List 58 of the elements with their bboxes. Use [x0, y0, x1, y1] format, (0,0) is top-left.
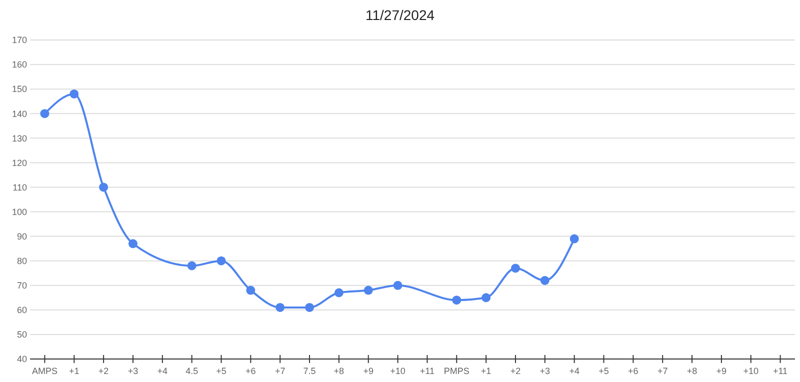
x-tick-label: +5 — [598, 366, 609, 376]
point — [246, 286, 256, 295]
x-tick-label: +4 — [157, 366, 168, 376]
point — [99, 182, 108, 192]
x-tick-label: +9 — [716, 366, 727, 376]
y-tick-label: 170 — [12, 35, 27, 46]
point — [216, 256, 226, 266]
point — [334, 288, 344, 298]
x-tick-label: +11 — [772, 366, 788, 376]
x-tick-label: +7 — [657, 366, 668, 376]
x-tick-label: +11 — [420, 366, 435, 376]
point — [540, 276, 550, 285]
point — [40, 109, 50, 118]
y-tick-label: 140 — [12, 108, 27, 119]
x-tick-label: 4.5 — [186, 366, 198, 376]
chart-title: 11/27/2024 — [365, 7, 435, 23]
point — [364, 286, 373, 295]
y-tick-label: 50 — [16, 330, 27, 340]
y-tick-label: 70 — [16, 280, 27, 291]
y-tick-label: 40 — [16, 354, 27, 364]
x-tick-label: +5 — [216, 366, 226, 376]
x-tick-label: +7 — [274, 366, 286, 376]
point — [510, 264, 520, 273]
x-tick-label: +4 — [569, 366, 580, 376]
y-tick-label: 150 — [12, 84, 27, 94]
x-tick-label: +6 — [246, 366, 256, 376]
x-tick-label: +2 — [510, 366, 521, 376]
y-tick-label: 80 — [16, 256, 27, 266]
point — [128, 239, 138, 248]
y-tick-label: 60 — [16, 305, 27, 316]
x-tick-label: AMPS — [32, 366, 58, 376]
point — [393, 280, 402, 290]
x-tick-label: +3 — [540, 366, 550, 376]
x-tick-label: +1 — [69, 366, 80, 376]
y-tick-label: 90 — [16, 231, 27, 242]
x-tick-label: 7.5 — [303, 366, 316, 376]
point — [187, 261, 196, 270]
point — [305, 302, 314, 312]
y-tick-label: 160 — [12, 60, 27, 70]
point — [482, 293, 491, 302]
point — [570, 234, 579, 244]
point — [452, 296, 462, 305]
y-tick-label: 130 — [12, 133, 27, 144]
x-tick-label: +3 — [128, 366, 138, 376]
x-tick-label: +8 — [334, 366, 344, 376]
y-tick-label: 110 — [12, 182, 27, 192]
x-tick-label: +1 — [480, 366, 492, 376]
x-tick-label: +6 — [628, 366, 638, 376]
point — [70, 89, 79, 98]
x-tick-label: +10 — [743, 366, 759, 376]
x-tick-label: +10 — [390, 366, 406, 376]
point — [276, 302, 285, 312]
x-tick-label: +9 — [363, 366, 374, 376]
x-tick-label: +2 — [98, 366, 109, 376]
y-tick-label: 120 — [12, 158, 27, 168]
x-tick-label: +8 — [686, 366, 698, 376]
y-tick-label: 100 — [12, 206, 27, 217]
x-tick-label: PMPS — [444, 366, 470, 376]
